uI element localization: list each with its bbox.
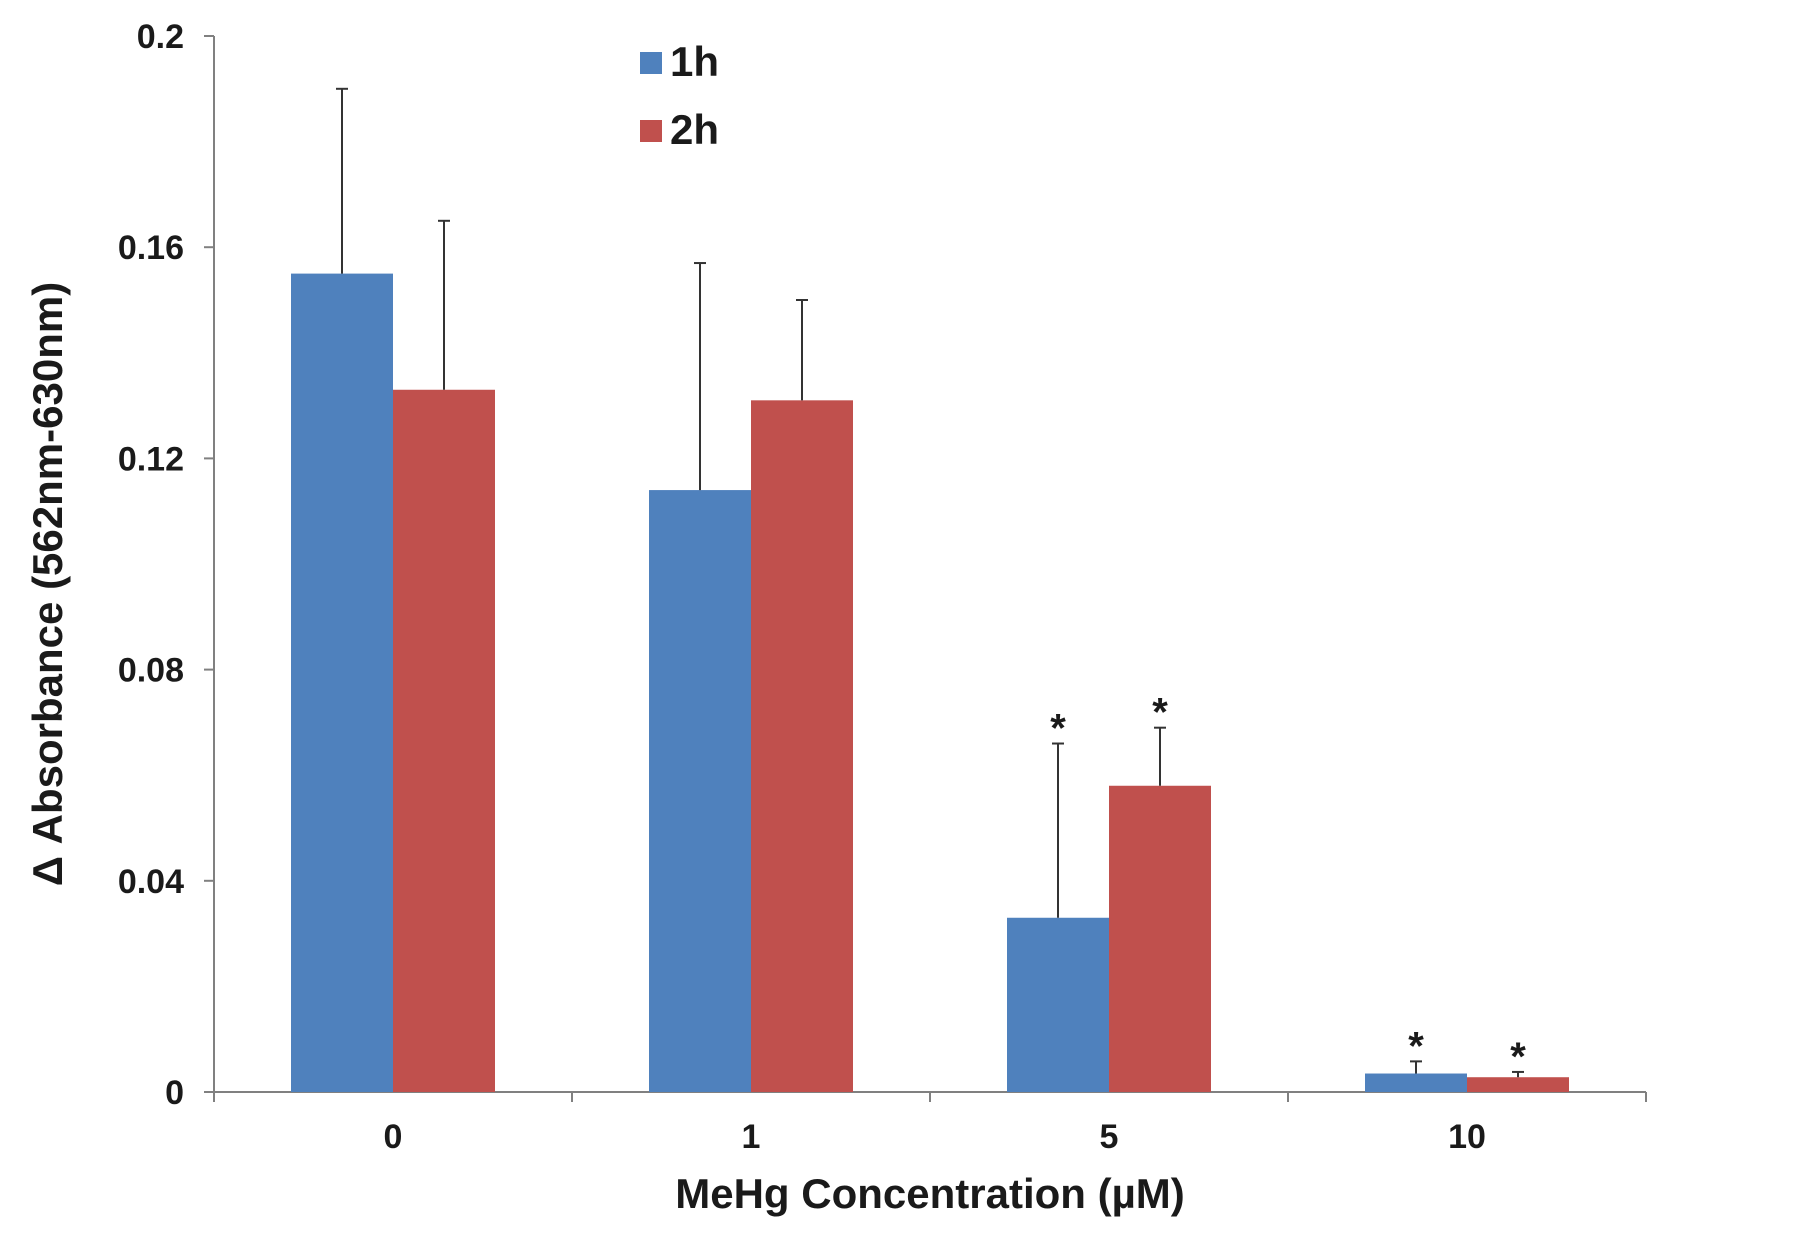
y-tick-label: 0.08 xyxy=(118,652,184,690)
significance-mark: * xyxy=(1510,1035,1526,1079)
significance-mark: * xyxy=(1408,1024,1424,1068)
legend: 1h 2h xyxy=(640,38,719,153)
error-bars xyxy=(336,87,1524,1078)
x-tick-label: 5 xyxy=(1100,1118,1119,1156)
bars xyxy=(291,273,1569,1093)
y-tick-label: 0.2 xyxy=(137,18,184,56)
x-tick-label: 0 xyxy=(384,1118,403,1156)
bar-1h-10 xyxy=(1365,1073,1467,1092)
y-tick-label: 0 xyxy=(165,1074,184,1112)
bar-2h-1 xyxy=(751,400,853,1092)
legend-label-2h: 2h xyxy=(670,106,719,153)
bar-2h-0 xyxy=(393,389,495,1092)
x-ticks: 0 1 5 10 xyxy=(213,1092,1647,1156)
bar-1h-5 xyxy=(1007,917,1109,1092)
x-tick-label: 10 xyxy=(1448,1118,1486,1156)
bar-1h-0 xyxy=(291,273,393,1093)
x-tick-label: 1 xyxy=(742,1118,761,1156)
y-axis-title: Δ Absorbance (562nm-630nm) xyxy=(24,282,71,886)
legend-swatch-1h xyxy=(640,52,662,74)
y-tick-label: 0.04 xyxy=(118,863,184,901)
y-tick-label: 0.12 xyxy=(118,440,184,478)
y-ticks: 0 0.04 0.08 0.12 0.16 0.2 xyxy=(118,18,214,1112)
bar-1h-1 xyxy=(649,490,751,1093)
legend-swatch-2h xyxy=(640,120,662,142)
y-tick-label: 0.16 xyxy=(118,229,184,267)
significance-marks: * * * * xyxy=(1050,691,1526,1079)
significance-mark: * xyxy=(1050,707,1066,751)
bar-2h-10 xyxy=(1467,1077,1569,1092)
legend-label-1h: 1h xyxy=(670,38,719,85)
significance-mark: * xyxy=(1152,691,1168,735)
x-axis-title: MeHg Concentration (µM) xyxy=(675,1170,1185,1217)
bar-2h-5 xyxy=(1109,785,1211,1092)
